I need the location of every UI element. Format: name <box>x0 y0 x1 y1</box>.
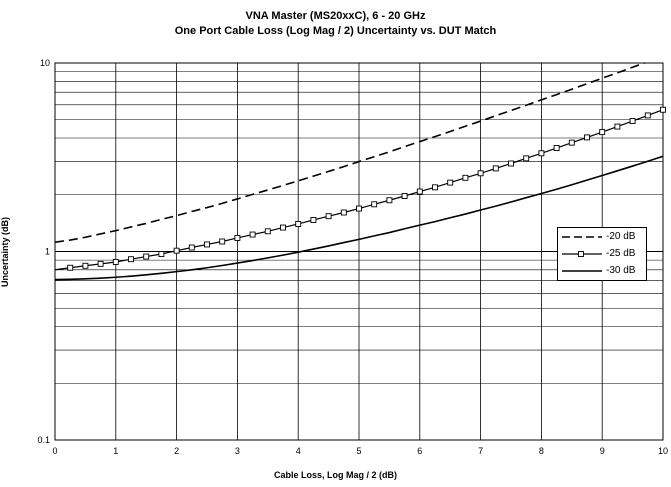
y-tick-label: 1 <box>45 247 50 257</box>
data-point-marker <box>508 160 514 167</box>
data-point-marker <box>264 228 271 235</box>
x-tick-label: 3 <box>235 446 240 456</box>
y-tick-label: 0.1 <box>37 435 50 445</box>
data-point-marker <box>432 184 438 191</box>
data-point-marker <box>204 241 210 248</box>
x-tick-label: 2 <box>174 446 179 456</box>
x-tick-label: 4 <box>296 446 301 456</box>
data-point-marker <box>614 123 621 130</box>
data-point-marker <box>158 251 165 257</box>
data-point-marker <box>173 247 180 254</box>
legend-item-minus25: -25 dB <box>558 246 646 262</box>
data-point-marker <box>477 170 484 177</box>
x-tick-label: 8 <box>539 446 544 456</box>
data-point-marker <box>386 197 393 204</box>
x-axis-title: Cable Loss, Log Mag / 2 (dB) <box>273 470 397 480</box>
series-layer <box>55 63 666 281</box>
x-tick-label: 9 <box>600 446 605 456</box>
data-point-marker <box>568 139 575 146</box>
series-line-0 <box>55 63 647 244</box>
data-point-marker <box>310 217 317 223</box>
data-point-marker <box>584 134 590 141</box>
data-point-marker <box>629 118 636 125</box>
x-tick-label: 1 <box>113 446 118 456</box>
data-point-marker <box>462 174 469 181</box>
x-tick-label: 5 <box>356 446 361 456</box>
x-tick-label: 0 <box>52 446 57 456</box>
data-point-marker <box>447 179 454 186</box>
data-point-marker <box>128 256 134 263</box>
data-point-marker <box>340 209 347 216</box>
data-point-marker <box>371 201 378 208</box>
legend-item-minus20: -20 dB <box>558 229 646 245</box>
data-point-marker <box>280 224 286 231</box>
data-point-marker <box>112 259 119 265</box>
x-tick-label: 7 <box>478 446 483 456</box>
data-point-marker <box>234 235 241 241</box>
chart-title: VNA Master (MS20xxC), 6 - 20 GHz <box>245 10 426 22</box>
data-point-marker <box>660 106 666 113</box>
series-line-2 <box>55 155 663 281</box>
data-point-marker <box>538 150 545 157</box>
data-point-marker <box>492 165 499 172</box>
data-point-marker <box>553 145 560 151</box>
data-point-marker <box>401 193 408 199</box>
data-point-marker <box>67 264 74 271</box>
x-tick-label: 6 <box>417 446 422 456</box>
chart-subtitle: One Port Cable Loss (Log Mag / 2) Uncert… <box>174 25 497 37</box>
legend-swatch-square-marker <box>562 251 602 257</box>
legend-label: -20 dB <box>606 231 636 242</box>
data-point-marker <box>416 188 423 195</box>
data-point-marker <box>599 129 606 136</box>
data-point-marker <box>325 213 332 220</box>
x-tick-label: 10 <box>658 446 668 456</box>
data-point-marker <box>356 205 362 212</box>
legend-item-minus30: -30 dB <box>558 263 646 279</box>
y-axis-title: Uncertainty (dB) <box>0 216 10 288</box>
data-point-marker <box>143 253 150 260</box>
legend-swatch-solid <box>562 270 602 272</box>
legend-swatch-dashed <box>562 236 602 238</box>
plot-frame <box>54 62 664 441</box>
legend-label: -25 dB <box>606 248 636 259</box>
data-point-marker <box>188 244 195 251</box>
data-point-marker <box>644 112 651 119</box>
data-point-marker <box>249 231 256 238</box>
data-point-marker <box>295 221 302 227</box>
data-point-marker <box>97 260 104 267</box>
y-tick-label: 10 <box>40 58 50 68</box>
data-point-marker <box>82 262 89 269</box>
legend-label: -30 dB <box>606 265 636 276</box>
legend: -20 dB -25 dB -30 dB <box>557 227 647 281</box>
axis-ticks: 0 1 2 3 4 5 6 7 8 9 10 0.1 1 10 <box>37 58 668 456</box>
data-point-marker <box>219 238 226 245</box>
data-point-marker <box>523 155 530 162</box>
